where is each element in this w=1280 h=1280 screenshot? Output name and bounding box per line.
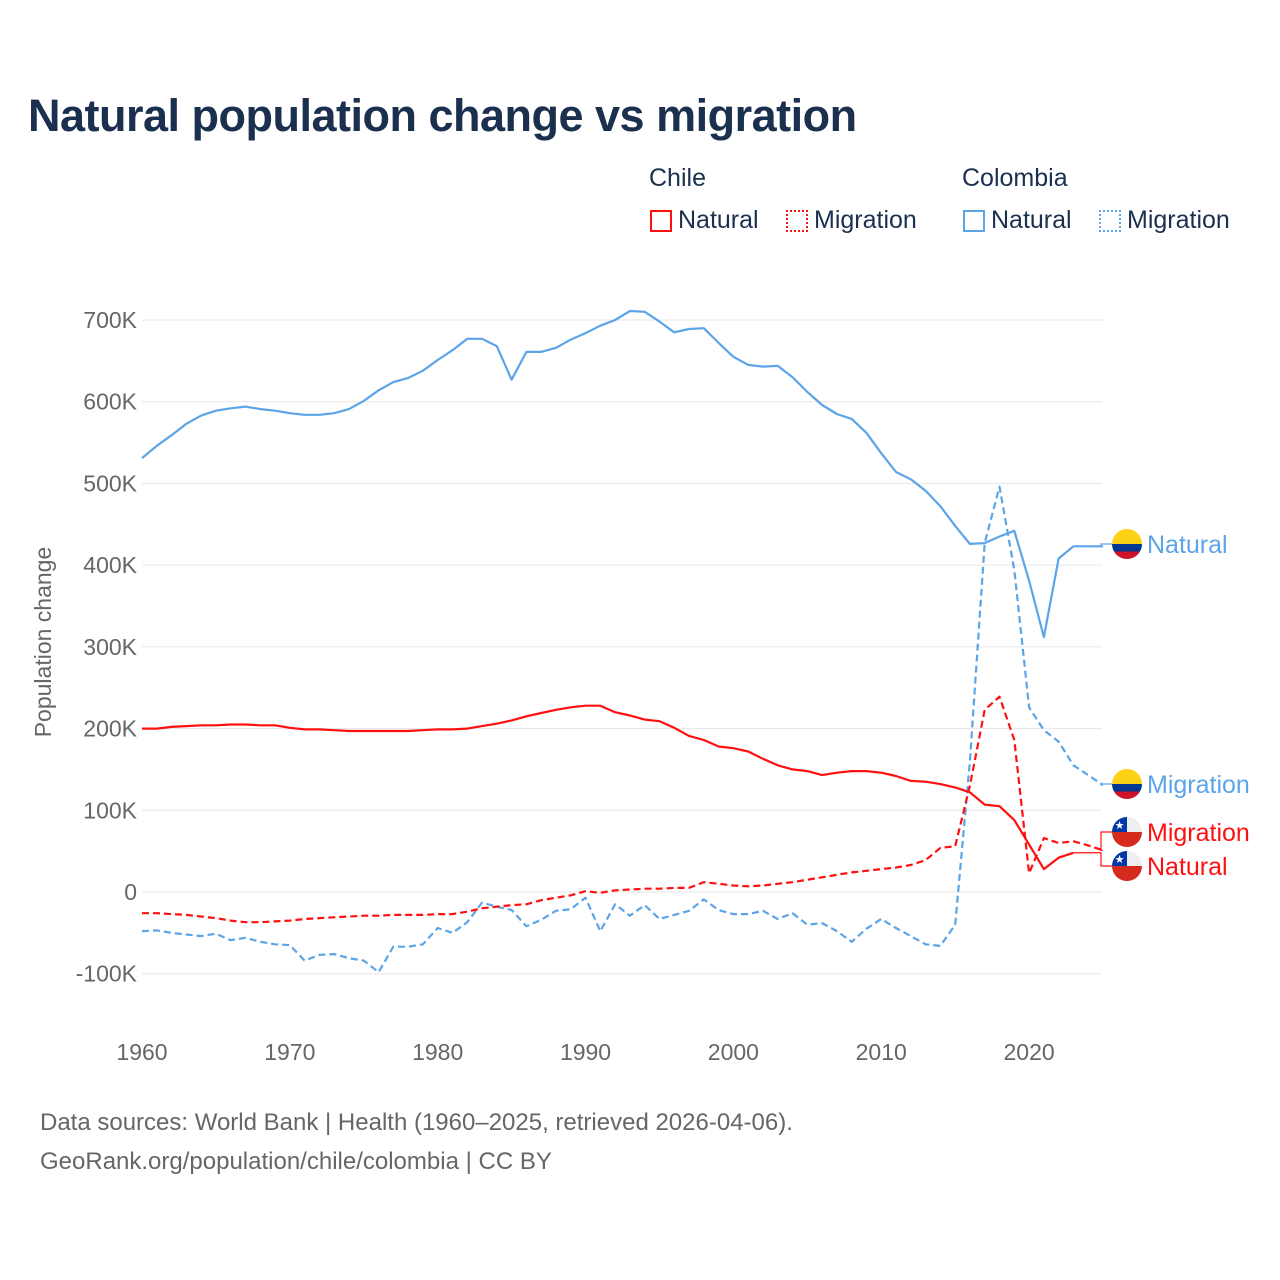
flag-blue: [1112, 784, 1142, 792]
y-tick-label: 400K: [83, 552, 137, 578]
x-tick-label: 2020: [1003, 1039, 1054, 1065]
leader-line: [1100, 783, 1112, 786]
leader-line: [1100, 543, 1112, 547]
legend-label: Natural: [991, 206, 1072, 234]
legend-label: Migration: [814, 206, 917, 234]
legend-label: Natural: [678, 206, 759, 234]
flag-blue: [1112, 544, 1142, 552]
legend-chile-natural[interactable]: Natural: [650, 206, 759, 235]
x-tick-label: 2010: [856, 1039, 907, 1065]
legend-chile-migration[interactable]: Migration: [786, 206, 917, 235]
x-tick-label: 2000: [708, 1039, 759, 1065]
y-tick-label: 0: [124, 879, 137, 905]
legend-swatch-dotted-icon: [1099, 209, 1121, 232]
x-tick-label: 1980: [412, 1039, 463, 1065]
end-label: Natural: [1147, 531, 1228, 559]
flag-yellow: [1112, 529, 1142, 544]
series-line-chile-natural: [142, 704, 1074, 871]
series-line-colombia-migration: [141, 485, 1104, 974]
legend-label: Migration: [1127, 206, 1230, 234]
colombia-flag-icon: [1112, 769, 1142, 799]
flag-red: [1112, 866, 1142, 881]
x-tick-label: 1970: [264, 1039, 315, 1065]
y-tick-label: 100K: [83, 797, 137, 823]
star-icon: ★: [1115, 854, 1125, 866]
y-tick-label: 200K: [83, 716, 137, 742]
legend-group-colombia: Colombia: [962, 164, 1068, 192]
flag-body: ★: [1112, 817, 1142, 847]
chile-flag-icon: ★: [1112, 851, 1142, 881]
y-tick-label: 300K: [83, 634, 137, 660]
flag-yellow: [1112, 769, 1142, 784]
end-label: Natural: [1147, 853, 1228, 881]
flag-body: ★: [1112, 851, 1142, 881]
legend-group-chile: Chile: [649, 164, 706, 192]
y-tick-label: 600K: [83, 389, 137, 415]
flag-red: [1112, 551, 1142, 559]
flag-red: [1112, 832, 1142, 847]
end-label: Migration: [1147, 771, 1250, 799]
x-tick-label: 1990: [560, 1039, 611, 1065]
y-tick-label: -100K: [76, 961, 138, 987]
y-tick-label: 500K: [83, 470, 137, 496]
series-line-colombia-natural: [141, 309, 1103, 639]
x-tick-label: 1960: [116, 1039, 167, 1065]
legend-colombia-natural[interactable]: Natural: [963, 206, 1072, 235]
end-label: Migration: [1147, 819, 1250, 847]
line-chart: 700K 600K 500K 400K 300K 200K 100K 0 -100K 1960 19…: [30, 307, 1250, 1065]
colombia-flag-icon: [1112, 529, 1142, 559]
leader-line: [1100, 831, 1112, 851]
series-line-chile-migration: [142, 695, 1104, 924]
chile-flag-icon: ★: [1112, 817, 1142, 847]
flag-body: [1112, 769, 1142, 799]
leader-line: [1073, 852, 1112, 867]
source-link[interactable]: GeoRank.org/population/chile/colombia | …: [40, 1148, 552, 1175]
legend-colombia-migration[interactable]: Migration: [1099, 206, 1230, 235]
y-axis-label: Population change: [30, 547, 56, 738]
legend-swatch-dotted-icon: [786, 209, 808, 232]
flag-red: [1112, 791, 1142, 799]
legend-swatch-solid-icon: [963, 209, 985, 232]
flag-body: [1112, 529, 1142, 559]
source-line: Data sources: World Bank | Health (1960–…: [40, 1109, 793, 1136]
legend-swatch-solid-icon: [650, 209, 672, 232]
chart-title: Natural population change vs migration: [28, 90, 857, 141]
y-tick-label: 700K: [83, 307, 137, 333]
star-icon: ★: [1115, 820, 1125, 832]
